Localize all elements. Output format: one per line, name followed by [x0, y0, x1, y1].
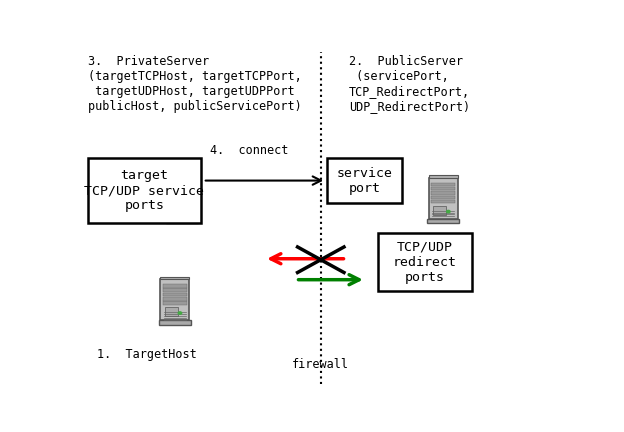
Text: 1.  TargetHost: 1. TargetHost: [97, 348, 197, 361]
Bar: [170, 183, 194, 186]
Bar: [429, 178, 457, 219]
Text: 2.  PublicServer
 (servicePort,
TCP_RedirectPort,
UDP_RedirectPort): 2. PublicServer (servicePort, TCP_Redire…: [349, 55, 470, 113]
Text: target
TCP/UDP service
ports: target TCP/UDP service ports: [84, 169, 205, 212]
Bar: [158, 321, 191, 324]
Bar: [167, 175, 197, 178]
Bar: [162, 289, 187, 292]
Bar: [160, 280, 189, 321]
Bar: [162, 284, 187, 288]
Bar: [433, 206, 446, 215]
Bar: [427, 219, 459, 223]
Bar: [166, 219, 198, 223]
Circle shape: [185, 210, 189, 213]
Text: TCP/UDP
redirect
ports: TCP/UDP redirect ports: [393, 241, 457, 284]
Bar: [431, 183, 456, 186]
Bar: [170, 191, 194, 195]
Text: 4.  connect: 4. connect: [210, 143, 289, 157]
Text: firewall: firewall: [292, 358, 349, 371]
Bar: [162, 297, 187, 301]
Bar: [327, 158, 402, 203]
Bar: [431, 200, 456, 203]
Text: service
port: service port: [336, 167, 392, 195]
Bar: [162, 302, 187, 305]
Circle shape: [447, 210, 450, 213]
Bar: [162, 293, 187, 296]
Bar: [167, 178, 197, 219]
Bar: [431, 191, 456, 195]
Text: 3.  PrivateServer
(targetTCPHost, targetTCPPort,
 targetUDPHost, targetUDPPort
p: 3. PrivateServer (targetTCPHost, targetT…: [87, 55, 301, 113]
Bar: [170, 200, 194, 203]
Bar: [431, 187, 456, 191]
Bar: [87, 158, 202, 223]
Circle shape: [178, 312, 182, 314]
Bar: [378, 233, 472, 291]
Bar: [172, 206, 185, 215]
Bar: [170, 196, 194, 199]
Bar: [170, 187, 194, 191]
Bar: [429, 175, 457, 178]
Bar: [160, 276, 189, 280]
Bar: [431, 196, 456, 199]
Bar: [165, 307, 178, 316]
